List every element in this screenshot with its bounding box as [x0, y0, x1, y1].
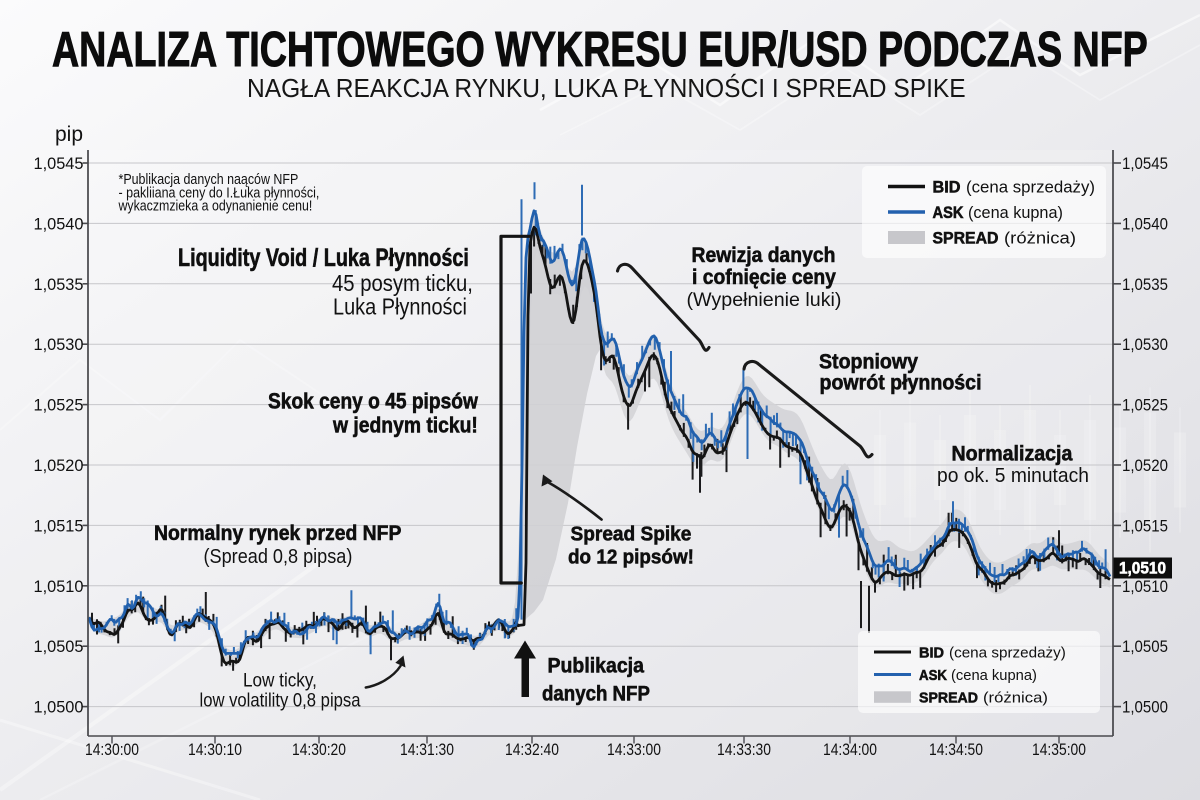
- svg-text:1,0510: 1,0510: [1122, 578, 1168, 596]
- svg-text:14:31:30: 14:31:30: [400, 741, 454, 759]
- svg-text:1,0520: 1,0520: [34, 457, 84, 475]
- svg-text:(cena kupna): (cena kupna): [968, 203, 1063, 222]
- svg-text:Stopniowy: Stopniowy: [819, 351, 919, 374]
- svg-text:Low ticky,: Low ticky,: [243, 670, 317, 691]
- svg-text:(cena kupna): (cena kupna): [951, 668, 1037, 684]
- svg-text:14:33:30: 14:33:30: [717, 741, 771, 759]
- svg-text:1,0535: 1,0535: [34, 276, 84, 294]
- svg-text:- pakliiana ceny do I.Łuka pły: - pakliiana ceny do I.Łuka płynności,: [119, 185, 320, 201]
- svg-text:ANALIZA TICHTOWEGO WYKRESU EUR: ANALIZA TICHTOWEGO WYKRESU EUR/USD PODCZ…: [52, 22, 1148, 77]
- svg-text:i cofnięcie ceny: i cofnięcie ceny: [692, 266, 837, 289]
- svg-text:14:33:00: 14:33:00: [607, 741, 661, 759]
- svg-text:Spread Spike: Spread Spike: [571, 523, 692, 546]
- svg-text:1,0545: 1,0545: [34, 155, 84, 173]
- svg-text:SPREAD: SPREAD: [933, 229, 999, 248]
- svg-text:14:34:00: 14:34:00: [823, 741, 877, 759]
- svg-text:danych NFP: danych NFP: [542, 683, 650, 706]
- svg-text:1,0520: 1,0520: [1122, 457, 1168, 475]
- svg-text:ASK: ASK: [919, 666, 948, 683]
- svg-text:1,0510: 1,0510: [1119, 560, 1166, 578]
- svg-text:1,0515: 1,0515: [1122, 518, 1168, 536]
- svg-text:pip: pip: [55, 123, 83, 146]
- svg-text:(różnica): (różnica): [983, 690, 1048, 706]
- svg-text:14:30:10: 14:30:10: [188, 741, 242, 759]
- svg-text:po ok. 5 minutach: po ok. 5 minutach: [937, 464, 1089, 487]
- svg-text:do 12 pipsów!: do 12 pipsów!: [568, 546, 694, 569]
- svg-text:1,0500: 1,0500: [1122, 699, 1168, 717]
- svg-text:(różnica): (różnica): [1004, 228, 1076, 247]
- svg-text:powrót płynności: powrót płynności: [820, 372, 982, 395]
- svg-text:14:32:40: 14:32:40: [505, 741, 559, 759]
- svg-text:Normalizacja: Normalizacja: [952, 443, 1074, 466]
- svg-text:1,0540: 1,0540: [1122, 216, 1168, 234]
- svg-text:Normalny rynek przed NFP: Normalny rynek przed NFP: [154, 522, 401, 545]
- svg-text:BID: BID: [933, 177, 961, 196]
- svg-text:14:30:20: 14:30:20: [292, 741, 346, 759]
- svg-text:wykaczmzieka a odynanienie cen: wykaczmzieka a odynanienie cenu!: [118, 198, 313, 214]
- svg-text:14:35:00: 14:35:00: [1032, 741, 1086, 759]
- svg-text:(Spread 0,8 pipsa): (Spread 0,8 pipsa): [204, 545, 353, 568]
- svg-text:Liquidity Void / Luka Płynnośc: Liquidity Void / Luka Płynności: [178, 244, 469, 272]
- svg-text:1,0545: 1,0545: [1122, 155, 1168, 173]
- svg-text:1,0510: 1,0510: [34, 578, 84, 596]
- svg-text:(cena sprzedaży): (cena sprzedaży): [966, 177, 1095, 196]
- svg-text:1,0505: 1,0505: [34, 638, 84, 656]
- svg-text:Publikacja: Publikacja: [548, 655, 645, 678]
- svg-text:Skok ceny o 45 pipsów: Skok ceny o 45 pipsów: [268, 389, 479, 414]
- svg-text:(cena sprzedaży): (cena sprzedaży): [949, 644, 1066, 661]
- svg-text:NAGŁA REAKCJA RYNKU, LUKA PŁYN: NAGŁA REAKCJA RYNKU, LUKA PŁYNNOŚCI I SP…: [247, 72, 966, 103]
- svg-text:1,0530: 1,0530: [34, 336, 84, 354]
- svg-text:1,0500: 1,0500: [34, 699, 84, 717]
- svg-text:BID: BID: [919, 645, 944, 661]
- svg-text:1,0535: 1,0535: [1122, 276, 1168, 294]
- svg-text:ASK: ASK: [933, 204, 964, 222]
- svg-text:1,0525: 1,0525: [1122, 397, 1168, 415]
- svg-text:1,0530: 1,0530: [1122, 337, 1168, 355]
- svg-text:Luka Płynności: Luka Płynności: [333, 293, 467, 320]
- svg-text:low volatility 0,8 pipsa: low volatility 0,8 pipsa: [200, 689, 361, 710]
- svg-text:(Wypełnienie luki): (Wypełnienie luki): [687, 289, 842, 311]
- svg-text:*Publikacja danych naąców NFP: *Publikacja danych naąców NFP: [119, 171, 299, 187]
- svg-text:SPREAD: SPREAD: [919, 690, 978, 706]
- svg-text:1,0505: 1,0505: [1122, 639, 1168, 657]
- svg-text:1,0525: 1,0525: [34, 397, 84, 415]
- svg-text:1,0515: 1,0515: [34, 517, 84, 535]
- svg-text:45 posym ticku,: 45 posym ticku,: [332, 270, 473, 297]
- svg-text:w jednym ticku!: w jednym ticku!: [332, 413, 478, 437]
- svg-text:Rewizja danych: Rewizja danych: [692, 244, 836, 267]
- svg-text:14:30:00: 14:30:00: [85, 741, 139, 759]
- svg-text:14:34:50: 14:34:50: [929, 741, 983, 759]
- svg-text:1,0540: 1,0540: [34, 215, 84, 233]
